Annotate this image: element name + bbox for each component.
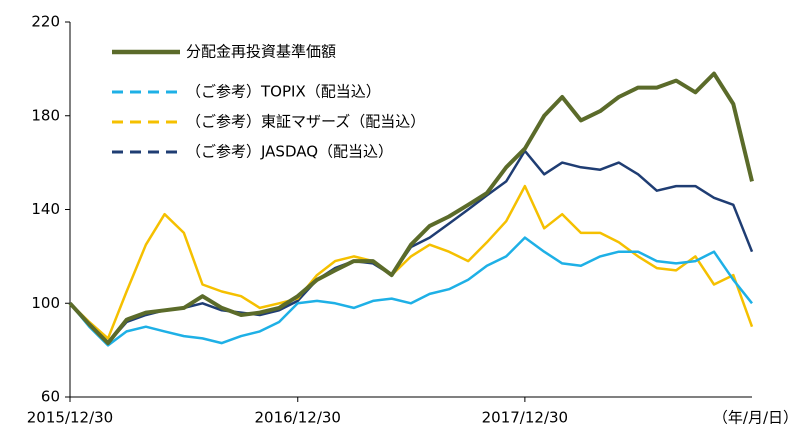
series-line	[69, 236, 753, 347]
y-tick-label: 180	[31, 106, 60, 124]
series-line	[68, 71, 754, 346]
legend-label: 分配金再投資基準価額	[186, 43, 336, 61]
legend-label: （ご参考）TOPIX（配当込）	[186, 83, 381, 101]
x-tick-label: 2017/12/30	[482, 409, 568, 427]
legend-label: （ご参考）東証マザーズ（配当込）	[186, 113, 425, 131]
series-line	[69, 184, 754, 340]
x-tick-label: 2016/12/30	[255, 409, 341, 427]
y-tick-label: 220	[31, 13, 60, 31]
x-axis-label: （年/月/日）	[713, 409, 798, 427]
legend-label: （ご参考）JASDAQ（配当込）	[186, 143, 393, 161]
y-tick-label: 140	[31, 200, 60, 218]
x-tick-label: 2015/12/30	[27, 409, 113, 427]
y-tick-label: 60	[41, 388, 60, 406]
y-tick-label: 100	[31, 294, 60, 312]
